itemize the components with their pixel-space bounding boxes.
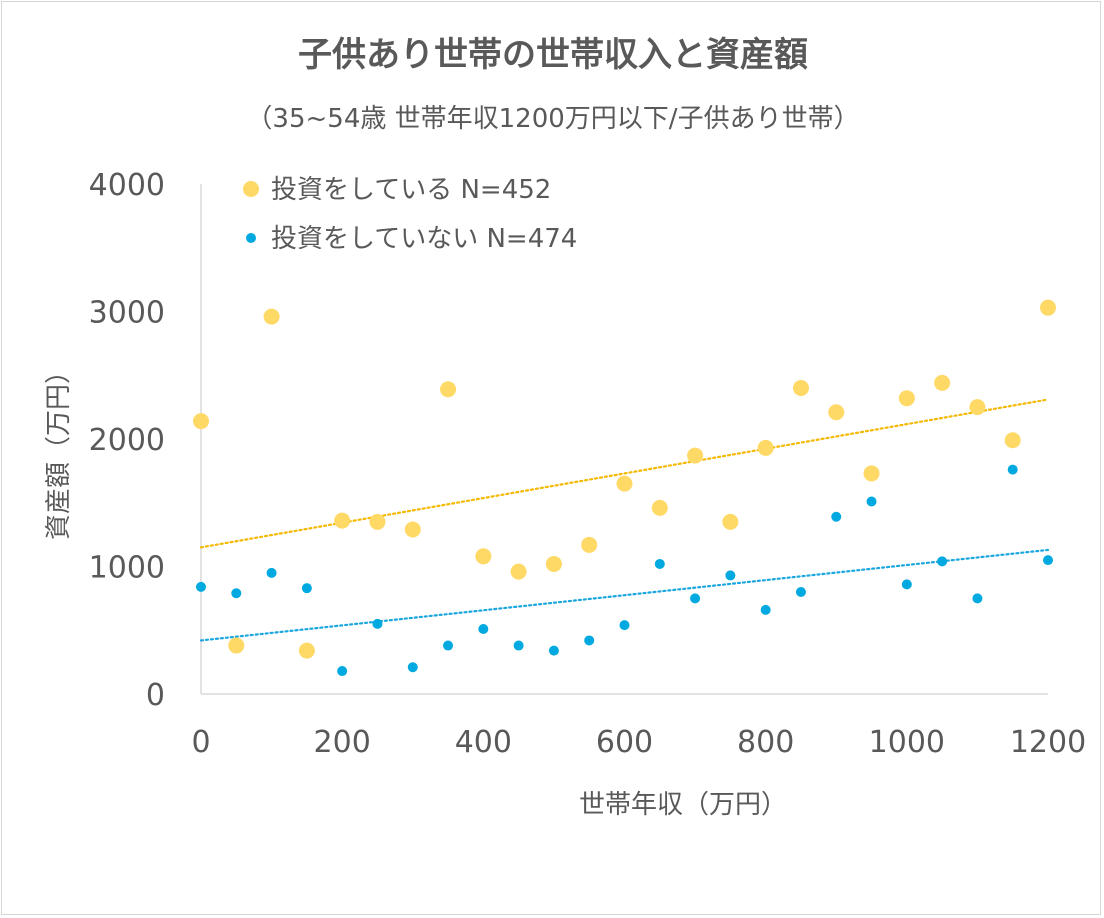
point-invested	[404, 521, 421, 538]
point-invested	[440, 381, 457, 398]
point-invested	[934, 374, 951, 391]
point-not-invested	[443, 640, 454, 651]
point-not-invested	[231, 588, 242, 599]
point-not-invested	[654, 558, 665, 569]
x-tick-label: 800	[737, 725, 794, 760]
trendline-not-invested	[199, 548, 1050, 642]
point-not-invested	[1007, 464, 1018, 475]
point-invested	[475, 548, 492, 565]
x-tick-label: 200	[314, 725, 371, 760]
point-not-invested	[478, 623, 489, 634]
x-axis-title: 世帯年収（万円）	[579, 790, 787, 820]
point-invested	[334, 512, 351, 529]
point-not-invested	[337, 666, 348, 677]
legend-marker-not-invested	[246, 233, 256, 243]
point-invested	[1004, 432, 1021, 449]
point-not-invested	[266, 567, 277, 578]
point-not-invested	[901, 579, 912, 590]
y-tick-label: 4000	[89, 168, 165, 203]
x-tick-label: 0	[191, 725, 210, 760]
point-not-invested	[866, 496, 877, 507]
y-tick-label: 1000	[89, 551, 165, 586]
point-invested	[193, 413, 209, 430]
point-invested	[969, 399, 986, 416]
point-invested	[263, 308, 280, 325]
point-invested	[298, 642, 315, 659]
point-invested	[545, 555, 562, 572]
point-not-invested	[301, 583, 312, 594]
y-tick-label: 0	[146, 678, 165, 713]
chart-title: 子供あり世帯の世帯収入と資産額	[298, 35, 808, 75]
legend-label-not-invested: 投資をしていない N=474	[271, 224, 577, 254]
point-not-invested	[1043, 555, 1053, 566]
point-invested	[651, 499, 668, 516]
point-invested	[369, 513, 386, 530]
point-not-invested	[725, 570, 736, 581]
point-not-invested	[972, 593, 983, 604]
point-not-invested	[407, 662, 418, 673]
x-tick-label: 1200	[1010, 725, 1086, 760]
x-axis-ticks: 0 200 400 600 800 1000 1200	[191, 725, 1086, 760]
legend: 投資をしている N=452 投資をしていない N=474	[243, 175, 577, 254]
point-not-invested	[690, 593, 701, 604]
point-invested	[581, 536, 598, 553]
point-not-invested	[937, 556, 948, 567]
legend-label-invested: 投資をしている N=452	[271, 175, 551, 205]
trendline-invested	[199, 398, 1050, 549]
point-not-invested	[548, 645, 559, 656]
point-invested	[687, 447, 704, 464]
point-not-invested	[619, 620, 630, 631]
point-not-invested	[513, 640, 524, 651]
point-invested	[792, 380, 809, 396]
point-not-invested	[795, 587, 806, 597]
y-tick-label: 2000	[89, 423, 165, 458]
point-invested	[863, 465, 880, 482]
chart-subtitle: （35~54歳 世帯年収1200万円以下/子供あり世帯）	[246, 104, 859, 134]
point-not-invested	[760, 604, 771, 615]
x-tick-label: 400	[455, 725, 512, 760]
point-invested	[510, 563, 527, 580]
y-axis-ticks: 0 1000 2000 3000 4000	[89, 168, 165, 713]
x-tick-label: 600	[596, 725, 653, 760]
x-tick-label: 1000	[869, 725, 945, 760]
y-tick-label: 3000	[89, 296, 165, 331]
point-not-invested	[831, 511, 842, 522]
point-not-invested	[584, 635, 595, 646]
legend-marker-invested	[243, 181, 259, 197]
point-invested	[828, 404, 845, 421]
point-invested	[898, 390, 915, 407]
point-invested	[1040, 299, 1056, 316]
point-invested	[722, 513, 739, 530]
point-invested	[616, 475, 633, 492]
data-points	[193, 299, 1056, 677]
y-axis-title: 資産額（万円）	[44, 358, 74, 540]
point-not-invested	[196, 581, 206, 592]
point-not-invested	[372, 618, 383, 629]
point-invested	[228, 637, 245, 654]
point-invested	[757, 439, 774, 456]
trendlines	[199, 398, 1050, 642]
